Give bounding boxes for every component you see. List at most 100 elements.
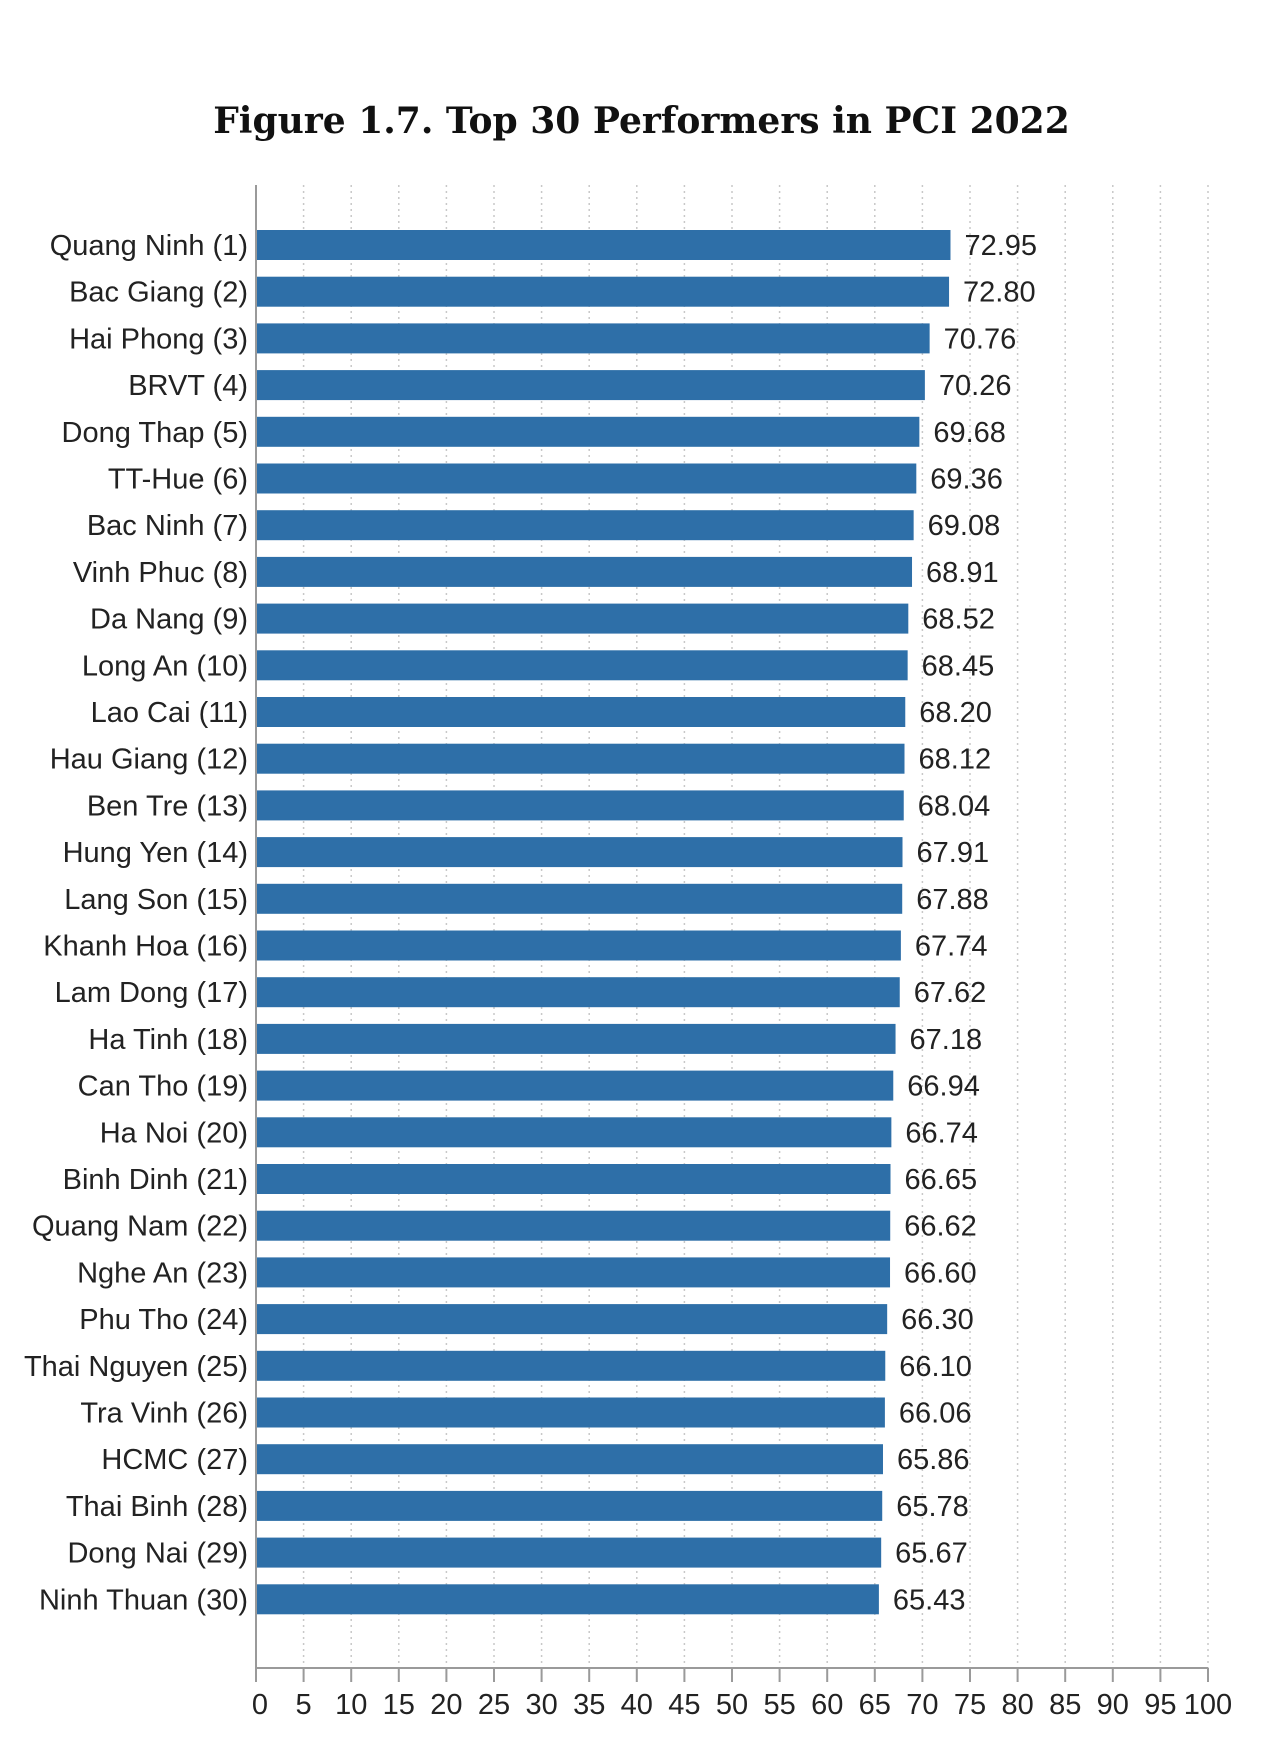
bar [256, 1210, 891, 1241]
bar [256, 1444, 883, 1475]
data-label: 69.36 [930, 464, 1003, 496]
bar [256, 837, 903, 868]
chart-title: Figure 1.7. Top 30 Performers in PCI 202… [213, 100, 1070, 142]
bar [256, 1164, 891, 1194]
category-label: Vinh Phuc (8) [73, 557, 248, 589]
data-label: 68.45 [922, 650, 995, 682]
category-label: Binh Dinh (21) [63, 1164, 248, 1196]
data-label: 68.04 [918, 790, 991, 822]
bar [256, 1537, 882, 1568]
x-tick-label: 60 [811, 1689, 843, 1721]
data-label: 67.88 [916, 884, 989, 916]
category-label: Phu Tho (24) [79, 1304, 248, 1336]
category-label: Tra Vinh (26) [80, 1398, 248, 1430]
data-label: 67.74 [915, 931, 988, 963]
category-label: Ben Tre (13) [87, 790, 248, 822]
x-tick-label: 0 [252, 1689, 268, 1721]
data-label: 67.18 [910, 1024, 983, 1056]
data-label: 65.43 [893, 1584, 966, 1616]
data-label: 68.20 [919, 697, 992, 729]
category-label: Ninh Thuan (30) [39, 1584, 248, 1616]
x-tick-label: 15 [383, 1689, 415, 1721]
category-label: Long An (10) [82, 650, 248, 682]
x-tick-label: 25 [478, 1689, 510, 1721]
data-label: 67.91 [917, 837, 990, 869]
category-label: Ha Noi (20) [100, 1117, 248, 1149]
category-label: Lao Cai (11) [91, 697, 248, 729]
bar [256, 510, 914, 541]
x-tick-label: 75 [954, 1689, 986, 1721]
data-label: 65.78 [896, 1491, 969, 1523]
category-label: BRVT (4) [128, 370, 248, 402]
category-label: Quang Ninh (1) [50, 230, 248, 262]
x-tick-label: 70 [906, 1689, 938, 1721]
category-label: Hai Phong (3) [69, 323, 248, 355]
bar [256, 1023, 896, 1054]
category-label: Hau Giang (12) [50, 744, 248, 776]
data-label: 66.65 [905, 1164, 978, 1196]
bar [256, 276, 950, 307]
x-tick-label: 50 [716, 1689, 748, 1721]
bar [256, 603, 909, 634]
category-label: Dong Thap (5) [62, 417, 248, 449]
category-label: HCMC (27) [101, 1444, 248, 1476]
category-label: Bac Giang (2) [69, 277, 248, 309]
category-label: TT-Hue (6) [108, 464, 248, 496]
bar [256, 650, 908, 681]
x-tick-label: 95 [1144, 1689, 1176, 1721]
x-tick-label: 65 [859, 1689, 891, 1721]
bar [256, 1257, 891, 1288]
data-label: 67.62 [914, 977, 987, 1009]
value-labels: 72.95 72.80 70.76 70.26 69.68 69.36 69.08 68.91… [893, 230, 1037, 1616]
category-labels: Quang Ninh (1) Bac Giang (2) Hai Phong (3)… [24, 230, 248, 1616]
bar [256, 697, 906, 727]
data-label: 72.95 [964, 230, 1037, 262]
x-tick-label: 10 [335, 1689, 367, 1721]
bar [256, 416, 920, 447]
data-label: 72.80 [963, 277, 1036, 309]
tick-labels: 0 5 10 15 20 25 30 35 40 45 50 55 60 65 70 75 80 85 90 95 10… [252, 1689, 1232, 1721]
data-label: 68.12 [919, 744, 992, 776]
data-label: 66.10 [899, 1351, 972, 1383]
category-label: Nghe An (23) [77, 1257, 248, 1289]
bar [256, 790, 904, 821]
category-label: Da Nang (9) [90, 604, 248, 636]
category-label: Thai Binh (28) [66, 1491, 248, 1523]
bar [256, 883, 903, 914]
bar [256, 1117, 892, 1148]
bar [256, 230, 951, 260]
data-label: 66.74 [905, 1117, 978, 1149]
axes [255, 185, 1209, 1682]
bar [256, 1490, 883, 1521]
data-label: 66.62 [904, 1211, 977, 1243]
bar [256, 1397, 885, 1428]
data-label: 66.30 [901, 1304, 974, 1336]
category-label: Quang Nam (22) [32, 1211, 248, 1243]
data-label: 66.60 [904, 1257, 977, 1289]
data-label: 70.76 [944, 323, 1017, 355]
x-tick-label: 55 [763, 1689, 795, 1721]
bar [256, 977, 900, 1008]
bar [256, 323, 930, 354]
category-label: Lam Dong (17) [55, 977, 248, 1009]
data-label: 65.86 [897, 1444, 970, 1476]
data-label: 69.08 [928, 510, 1001, 542]
category-label: Ha Tinh (18) [88, 1024, 248, 1056]
x-tick-label: 90 [1097, 1689, 1129, 1721]
data-label: 66.06 [899, 1398, 972, 1430]
category-label: Khanh Hoa (16) [43, 931, 248, 963]
category-label: Hung Yen (14) [63, 837, 248, 869]
x-tick-label: 20 [430, 1689, 462, 1721]
data-label: 68.91 [926, 557, 999, 589]
category-label: Lang Son (15) [64, 884, 248, 916]
category-label: Can Tho (19) [78, 1071, 248, 1103]
data-label: 66.94 [907, 1071, 980, 1103]
bar [256, 1350, 886, 1381]
data-label: 65.67 [895, 1538, 968, 1570]
data-label: 69.68 [933, 417, 1006, 449]
bar [256, 930, 901, 961]
bar [256, 463, 917, 494]
data-label: 68.52 [922, 604, 995, 636]
x-tick-label: 45 [668, 1689, 700, 1721]
